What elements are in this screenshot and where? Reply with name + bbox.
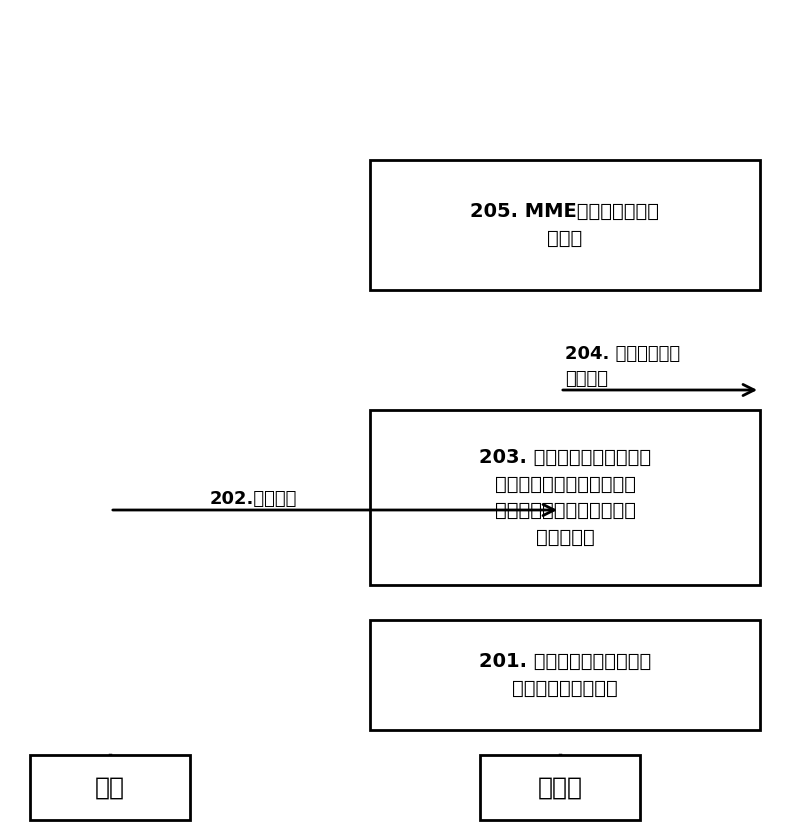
Bar — [370, 160, 760, 290]
Bar — [480, 755, 640, 820]
Text: 终端: 终端 — [95, 776, 125, 800]
Text: 202.附着请求: 202.附着请求 — [210, 490, 298, 508]
Text: 201. 终端的签约数据中增设
连接丢失的检测参数: 201. 终端的签约数据中增设 连接丢失的检测参数 — [479, 652, 651, 698]
Text: 204. 上报连接丢失
终端信息: 204. 上报连接丢失 终端信息 — [565, 345, 680, 388]
Text: 205. MME对终端执行去附
着操作: 205. MME对终端执行去附 着操作 — [470, 202, 659, 247]
Text: 网络侧: 网络侧 — [538, 776, 582, 800]
Text: 203. 查找终端的签约数据中
是否包含连接丢失的检测参
数，包含时启动对终端的连
接丢失检测: 203. 查找终端的签约数据中 是否包含连接丢失的检测参 数，包含时启动对终端的… — [479, 448, 651, 546]
Bar — [370, 410, 760, 585]
Bar — [370, 620, 760, 730]
Bar — [30, 755, 190, 820]
